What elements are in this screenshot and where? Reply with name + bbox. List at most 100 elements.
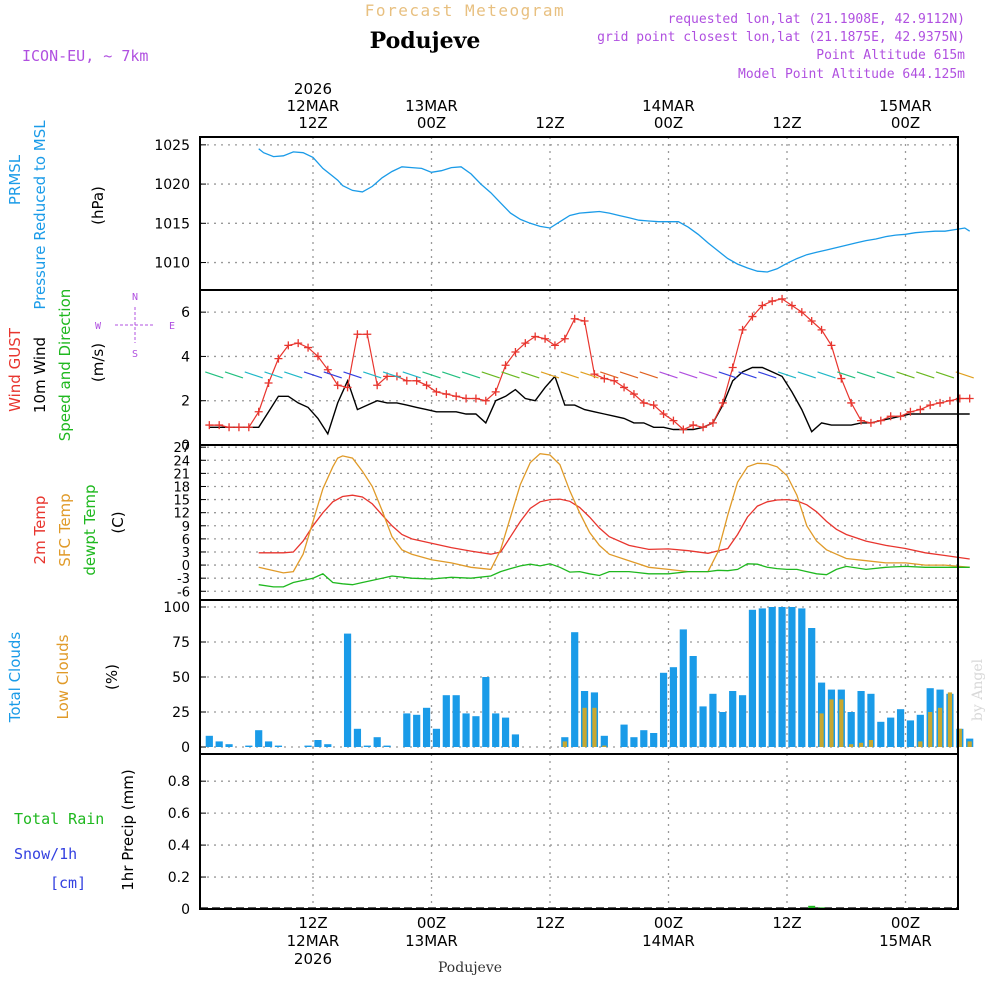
wind-direction-arrow: [758, 371, 777, 379]
wind-gust-marker: [738, 325, 747, 334]
time-label-bottom: 13MAR: [405, 932, 458, 950]
wind-direction-arrow: [244, 371, 263, 379]
total-cloud-bar: [225, 744, 233, 747]
total-cloud-bar: [482, 677, 490, 747]
snow-label: Snow/1h: [14, 845, 77, 863]
wind-direction-arrow: [738, 371, 757, 379]
requested-coordinates: requested lon,lat (21.1908E, 42.9112N): [668, 12, 965, 27]
total-cloud-bar: [383, 745, 391, 747]
y-tick-label: 9: [182, 520, 190, 535]
pressure-panel: 1010 1015 1020 1025 PRMSL Pressure Reduced to…: [6, 120, 971, 310]
wind-gust-label: Wind GUST: [6, 327, 24, 412]
wind-gust-marker: [866, 418, 875, 427]
pressure-line: [258, 148, 971, 273]
wind-gust-marker: [284, 341, 293, 350]
wind-gust-marker: [768, 297, 777, 306]
total-cloud-bar: [422, 707, 431, 747]
total-cloud-bar: [758, 608, 766, 747]
compass-east: E: [169, 321, 175, 332]
wind-gust-marker: [471, 394, 480, 403]
grid-point-coordinates: grid point closest lon,lat (21.1875E, 42…: [597, 30, 965, 45]
wind-gust-marker: [363, 330, 372, 339]
time-label-top: 12Z: [298, 114, 327, 132]
compass-west: W: [95, 321, 102, 332]
wind-direction-arrow: [600, 371, 619, 379]
wind-gust-marker: [481, 396, 490, 405]
temp-2m-line: [258, 494, 970, 560]
total-cloud-bar: [738, 695, 747, 747]
compass-cross: [115, 307, 155, 343]
wind-gust-marker: [511, 348, 520, 356]
wind-gust-marker: [244, 423, 253, 432]
total-cloud-bar: [413, 714, 421, 747]
wind-direction-arrow: [777, 371, 797, 379]
wind-gust-marker: [708, 418, 717, 427]
total-cloud-bar: [709, 693, 717, 747]
pressure-label-long: Pressure Reduced to MSL: [31, 120, 49, 310]
y-tick-label: 0.4: [168, 838, 190, 854]
wind-gust-marker: [679, 425, 688, 434]
y-tick-label: 24: [173, 454, 190, 469]
y-tick-label: 0.8: [168, 774, 190, 790]
total-clouds-label: Total Clouds: [6, 632, 24, 724]
low-cloud-bar: [918, 741, 923, 747]
wind-gust-marker: [748, 312, 757, 321]
pressure-label-short: PRMSL: [6, 154, 24, 205]
temp-sfc-label: SFC Temp: [56, 493, 74, 566]
low-cloud-bar: [957, 728, 962, 747]
total-cloud-bar: [432, 728, 441, 747]
clouds-panel: 0 25 50 75 100 Total Clouds Low Clouds (%): [6, 599, 974, 756]
wind-direction-arrow: [580, 371, 599, 379]
time-label-top: 00Z: [654, 114, 683, 132]
y-tick-label: 6: [181, 305, 190, 321]
y-tick-label: -3: [177, 572, 190, 587]
author-credit: by Angel: [970, 658, 986, 721]
y-tick-label: 27: [173, 441, 190, 456]
time-label-top: 2026: [294, 80, 332, 98]
wind-gust-marker: [600, 374, 609, 383]
wind-panel: 0 2 4 6 N W E S Wind GUST 10m Wind Speed and Direc…: [6, 289, 974, 454]
total-cloud-bar: [245, 745, 253, 747]
temp-2m-label: 2m Temp: [31, 496, 49, 565]
wind-direction-arrow: [303, 371, 323, 379]
total-cloud-bar: [600, 735, 608, 747]
time-label-bottom: 2026: [294, 950, 332, 968]
wind-gust-marker: [857, 416, 866, 425]
wind-gust-marker: [876, 416, 885, 425]
wind-direction-arrow: [935, 371, 955, 379]
total-cloud-bar: [511, 734, 520, 747]
low-cloud-bar: [928, 712, 933, 747]
y-tick-label: 50: [172, 670, 190, 686]
total-cloud-bar: [719, 712, 727, 747]
wind-gust-marker: [718, 398, 727, 407]
y-tick-label: 6: [182, 533, 190, 548]
wind-gust-marker: [491, 387, 500, 396]
time-label-bottom: 00Z: [654, 914, 683, 932]
total-cloud-bar: [877, 721, 885, 747]
low-cloud-bar: [937, 707, 943, 747]
wind-direction-arrow: [521, 371, 540, 379]
y-tick-label: 12: [173, 507, 190, 522]
total-cloud-bar: [896, 709, 905, 747]
y-tick-label: 21: [173, 467, 190, 482]
wind-direction-arrow: [264, 371, 283, 379]
total-cloud-bar: [571, 632, 579, 747]
total-cloud-bar: [324, 744, 332, 747]
wind-direction-arrow: [679, 371, 698, 379]
total-cloud-bar: [669, 667, 678, 747]
wind-gust-marker: [807, 317, 816, 325]
wind-direction-arrow: [481, 371, 500, 379]
wind-direction-arrow: [797, 371, 816, 379]
wind-gust-marker: [432, 387, 441, 396]
low-cloud-bar: [858, 742, 864, 747]
y-tick-label: 0: [181, 438, 190, 454]
total-cloud-bar: [472, 716, 480, 747]
time-label-top: 00Z: [417, 114, 446, 132]
total-cloud-bar: [274, 745, 283, 747]
y-tick-label: 4: [181, 349, 190, 365]
wind-gust-marker: [689, 421, 698, 430]
total-cloud-bar: [778, 607, 786, 747]
total-cloud-bar: [679, 629, 687, 747]
total-cloud-bar: [363, 745, 371, 747]
wind-gust-marker: [452, 392, 461, 401]
